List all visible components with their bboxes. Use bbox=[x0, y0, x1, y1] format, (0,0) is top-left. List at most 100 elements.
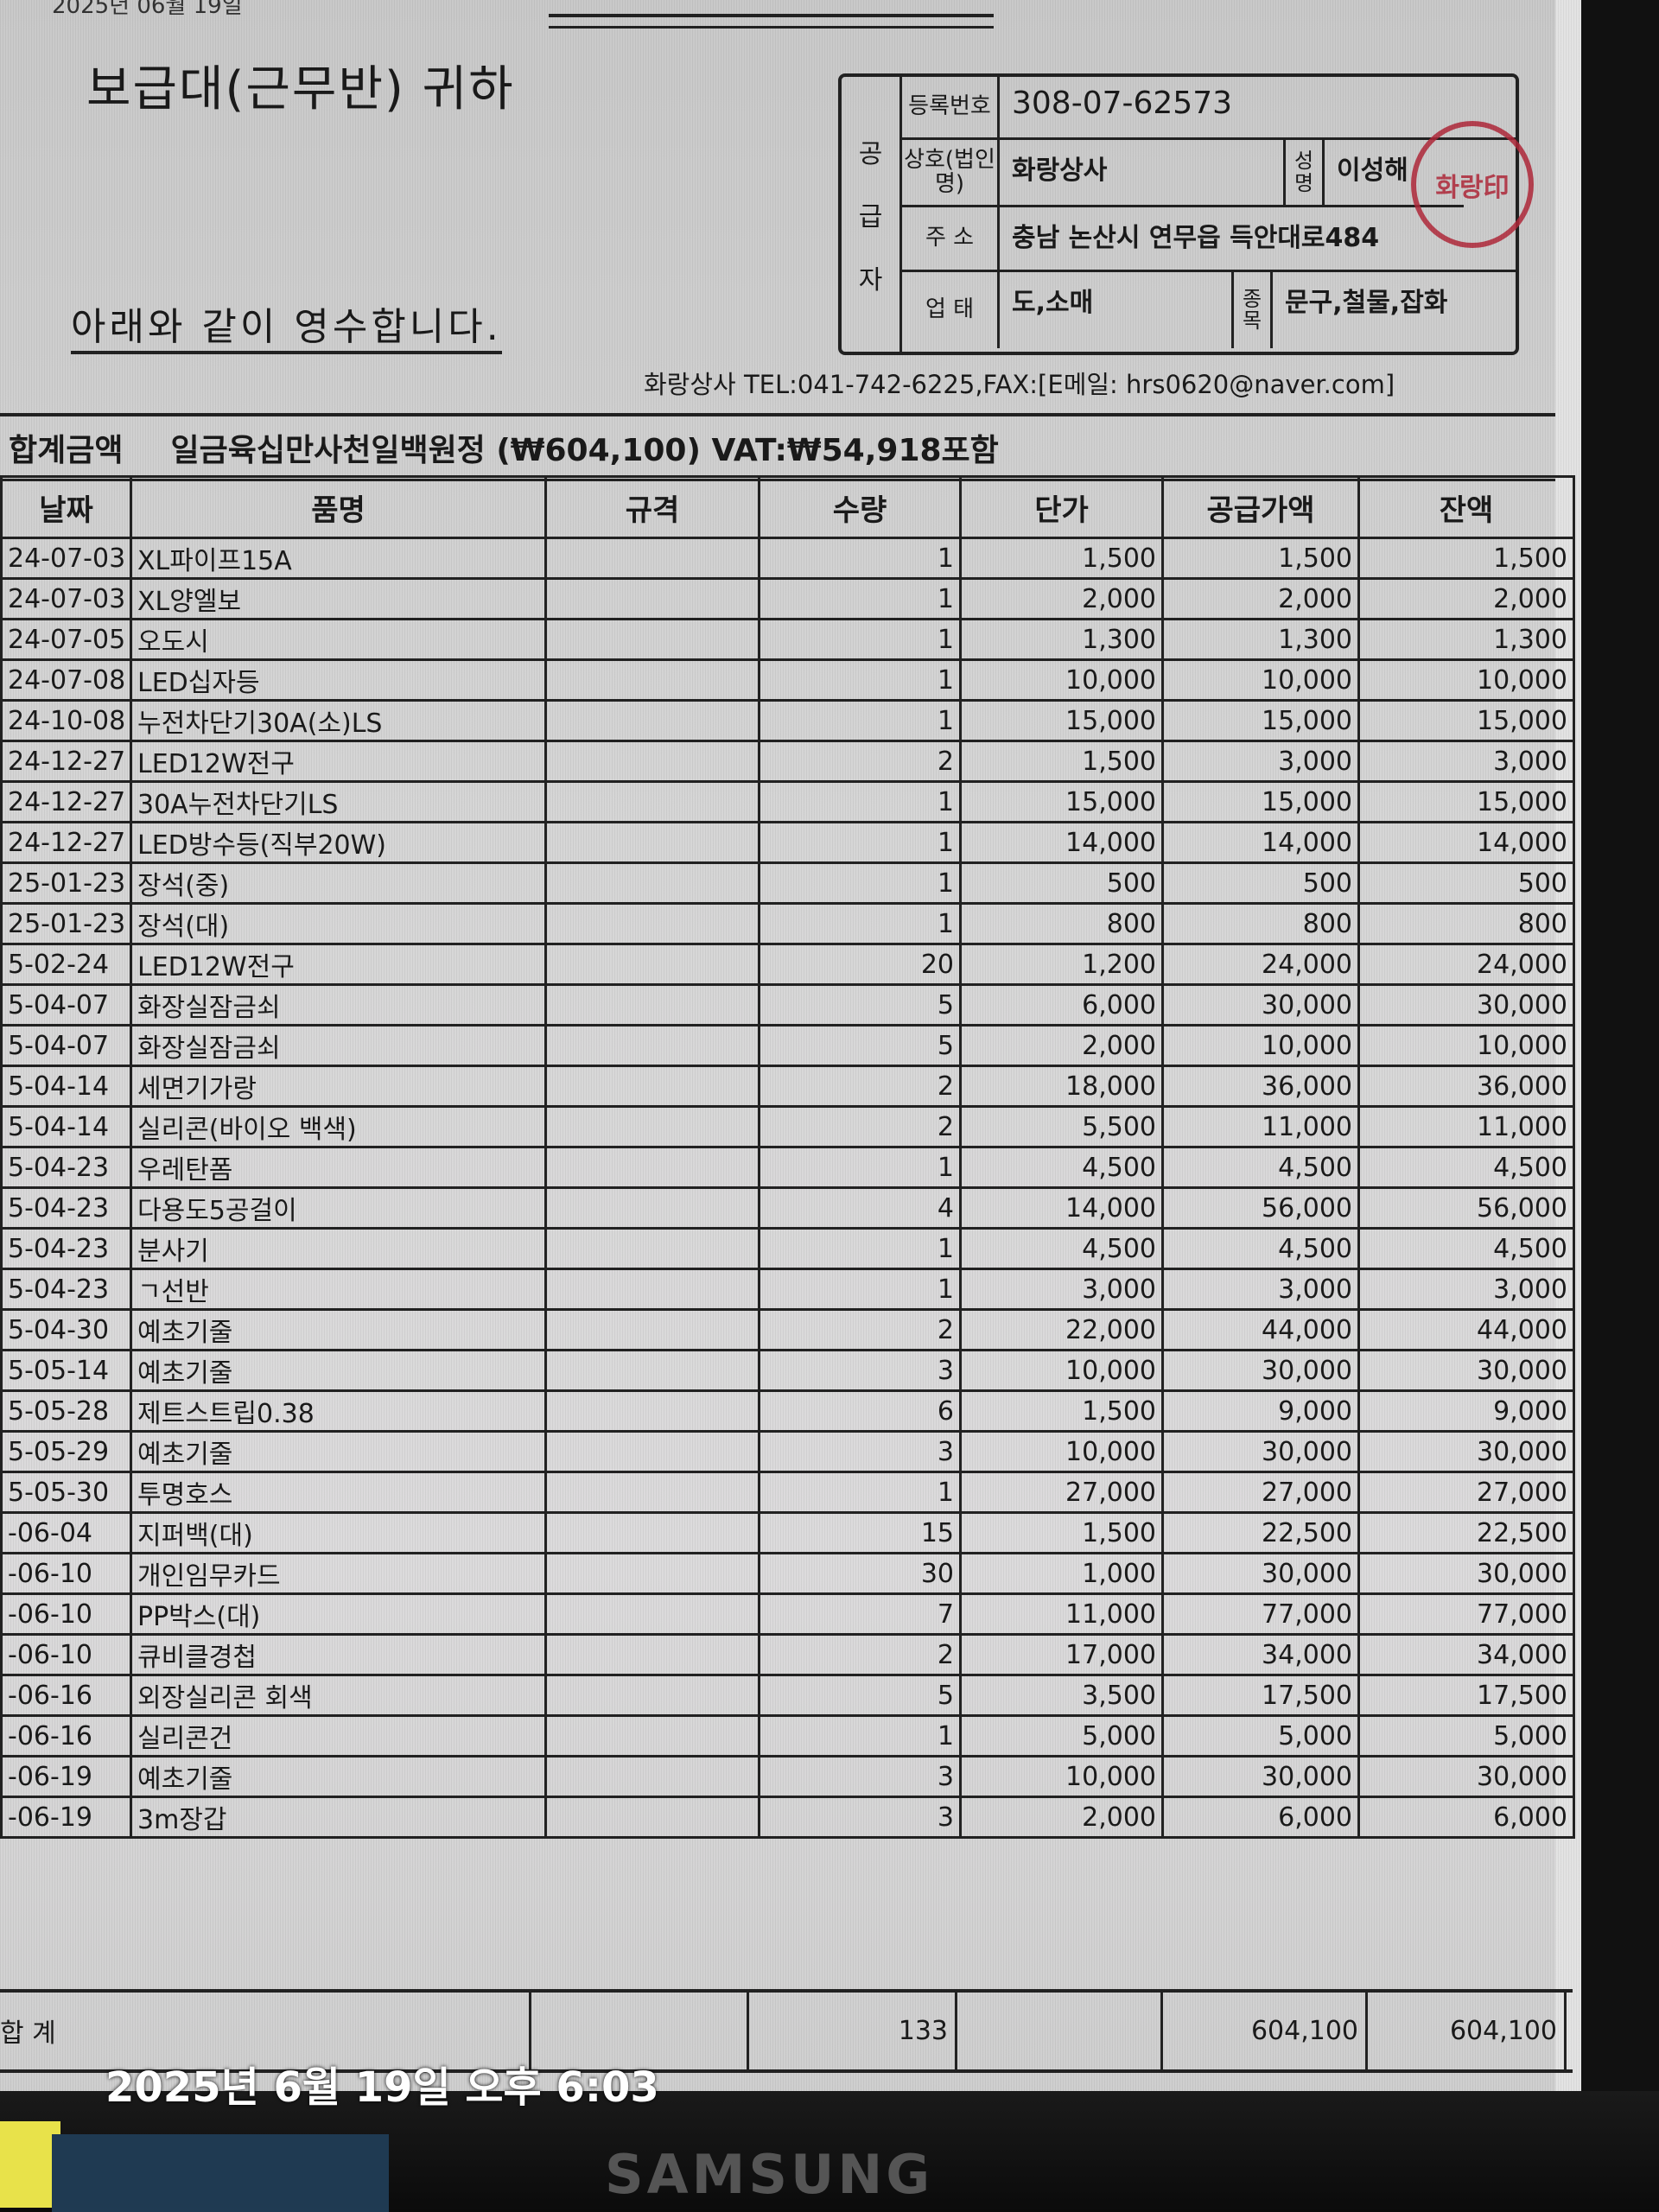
supply-cell: 3,000 bbox=[1161, 1268, 1360, 1311]
supply-cell: 14,000 bbox=[1161, 821, 1360, 864]
monitor-screen: 2025년 06월 19일 보급대(근무반) 귀하 아래와 같이 영수합니다. … bbox=[0, 0, 1581, 2091]
spec-cell bbox=[544, 861, 760, 905]
photo-timestamp: 2025년 6월 19일 오후 6:03 bbox=[105, 2063, 659, 2112]
table-row: 5-05-29 예초기줄 3 10,000 30,000 30,000 bbox=[0, 1430, 1575, 1473]
table-row: 5-04-14 세면기가랑 2 18,000 36,000 36,000 bbox=[0, 1065, 1575, 1108]
item-name-cell: 오도시 bbox=[130, 618, 547, 661]
spec-cell bbox=[544, 1349, 760, 1392]
supply-cell: 1,300 bbox=[1161, 618, 1360, 661]
qty-cell: 20 bbox=[758, 943, 962, 986]
unit-price-cell: 10,000 bbox=[959, 1755, 1164, 1798]
sticky-note-yellow bbox=[0, 2121, 60, 2208]
spec-cell bbox=[544, 1146, 760, 1189]
biz-item: 문구,철물,잡화 bbox=[1285, 288, 1448, 318]
item-name-cell: LED12W전구 bbox=[130, 740, 547, 783]
spec-cell bbox=[544, 1511, 760, 1554]
item-name-cell: LED십자등 bbox=[130, 658, 547, 702]
supply-cell: 27,000 bbox=[1161, 1471, 1360, 1514]
supplier-box: 공 급 자 등록번호 308-07-62573 상호(법인명) 화랑상사 성명 … bbox=[838, 73, 1519, 355]
unit-price-cell: 4,500 bbox=[959, 1146, 1164, 1189]
qty-cell: 2 bbox=[758, 1308, 962, 1351]
unit-price-cell: 18,000 bbox=[959, 1065, 1164, 1108]
balance-cell: 24,000 bbox=[1357, 943, 1575, 986]
supply-cell: 2,000 bbox=[1161, 577, 1360, 620]
side-char: 자 bbox=[858, 264, 883, 296]
supply-cell: 30,000 bbox=[1161, 983, 1360, 1027]
unit-price-cell: 27,000 bbox=[959, 1471, 1164, 1514]
date-cell: 5-05-14 bbox=[0, 1349, 132, 1392]
supplier-name-row: 상호(법인명) 화랑상사 성명 이성해 bbox=[902, 140, 1464, 207]
spec-cell bbox=[544, 740, 760, 783]
date-cell: -06-10 bbox=[0, 1592, 132, 1636]
item-name-cell: 예초기줄 bbox=[130, 1308, 547, 1351]
date-cell: -06-04 bbox=[0, 1511, 132, 1554]
supplier-address-row: 주 소 충남 논산시 연무읍 득안대로484 bbox=[902, 207, 1516, 272]
recipient-title: 보급대(근무반) 귀하 bbox=[86, 61, 515, 118]
date-cell: 24-07-03 bbox=[0, 537, 132, 580]
balance-cell: 500 bbox=[1357, 861, 1575, 905]
unit-price-cell: 1,000 bbox=[959, 1552, 1164, 1595]
unit-price-cell: 17,000 bbox=[959, 1633, 1164, 1676]
qty-cell: 2 bbox=[758, 1105, 962, 1148]
balance-cell: 1,300 bbox=[1357, 618, 1575, 661]
spec-cell bbox=[544, 537, 760, 580]
date-cell: 24-07-05 bbox=[0, 618, 132, 661]
qty-cell: 1 bbox=[758, 902, 962, 945]
date-cell: -06-16 bbox=[0, 1714, 132, 1758]
balance-cell: 15,000 bbox=[1357, 699, 1575, 742]
qty-cell: 1 bbox=[758, 618, 962, 661]
balance-cell: 10,000 bbox=[1357, 658, 1575, 702]
supply-cell: 10,000 bbox=[1161, 658, 1360, 702]
supply-cell: 4,500 bbox=[1161, 1227, 1360, 1270]
balance-cell: 14,000 bbox=[1357, 821, 1575, 864]
summary-spec bbox=[531, 1992, 749, 2069]
document-date: 2025년 06월 19일 bbox=[52, 0, 243, 19]
spec-cell bbox=[544, 1714, 760, 1758]
qty-cell: 3 bbox=[758, 1796, 962, 1839]
stamp-text: 화랑印 bbox=[1435, 172, 1510, 203]
column-header: 공급가액 bbox=[1161, 475, 1360, 539]
qty-cell: 1 bbox=[758, 658, 962, 702]
date-cell: 5-04-07 bbox=[0, 1024, 132, 1067]
table-row: -06-10 큐비클경첩 2 17,000 34,000 34,000 bbox=[0, 1633, 1575, 1676]
spec-cell bbox=[544, 1471, 760, 1514]
spec-cell bbox=[544, 1024, 760, 1067]
spec-cell bbox=[544, 1633, 760, 1676]
received-statement: 아래와 같이 영수합니다. bbox=[71, 296, 502, 354]
summary-row: 합 계 133 604,100 604,100 bbox=[0, 1992, 1573, 2073]
qty-cell: 5 bbox=[758, 1674, 962, 1717]
summary-qty: 133 bbox=[749, 1992, 957, 2069]
date-cell: 5-04-30 bbox=[0, 1308, 132, 1351]
item-name-cell: PP박스(대) bbox=[130, 1592, 547, 1636]
item-name-cell: 외장실리콘 회색 bbox=[130, 1674, 547, 1717]
title-underline bbox=[549, 14, 994, 29]
qty-cell: 6 bbox=[758, 1389, 962, 1433]
unit-price-cell: 800 bbox=[959, 902, 1164, 945]
reg-label: 등록번호 bbox=[902, 77, 1000, 137]
table-row: 5-04-07 화장실잠금쇠 5 2,000 10,000 10,000 bbox=[0, 1024, 1575, 1067]
date-cell: 5-05-30 bbox=[0, 1471, 132, 1514]
qty-cell: 30 bbox=[758, 1552, 962, 1595]
spec-cell bbox=[544, 1430, 760, 1473]
qty-cell: 3 bbox=[758, 1430, 962, 1473]
table-row: -06-16 실리콘건 1 5,000 5,000 5,000 bbox=[0, 1714, 1575, 1758]
supply-cell: 30,000 bbox=[1161, 1349, 1360, 1392]
qty-cell: 3 bbox=[758, 1349, 962, 1392]
balance-cell: 15,000 bbox=[1357, 780, 1575, 823]
item-name-cell: 장석(대) bbox=[130, 902, 547, 945]
qty-cell: 7 bbox=[758, 1592, 962, 1636]
biz-type: 도,소매 bbox=[1012, 288, 1094, 318]
unit-price-cell: 2,000 bbox=[959, 577, 1164, 620]
date-cell: 5-04-07 bbox=[0, 983, 132, 1027]
address-label: 주 소 bbox=[902, 207, 1000, 270]
balance-cell: 10,000 bbox=[1357, 1024, 1575, 1067]
summary-supply: 604,100 bbox=[1163, 1992, 1368, 2069]
supply-cell: 11,000 bbox=[1161, 1105, 1360, 1148]
unit-price-cell: 11,000 bbox=[959, 1592, 1164, 1636]
table-row: 5-04-23 분사기 1 4,500 4,500 4,500 bbox=[0, 1227, 1575, 1270]
qty-cell: 2 bbox=[758, 740, 962, 783]
unit-price-cell: 5,500 bbox=[959, 1105, 1164, 1148]
date-cell: 24-10-08 bbox=[0, 699, 132, 742]
item-name-cell: 화장실잠금쇠 bbox=[130, 1024, 547, 1067]
balance-cell: 27,000 bbox=[1357, 1471, 1575, 1514]
